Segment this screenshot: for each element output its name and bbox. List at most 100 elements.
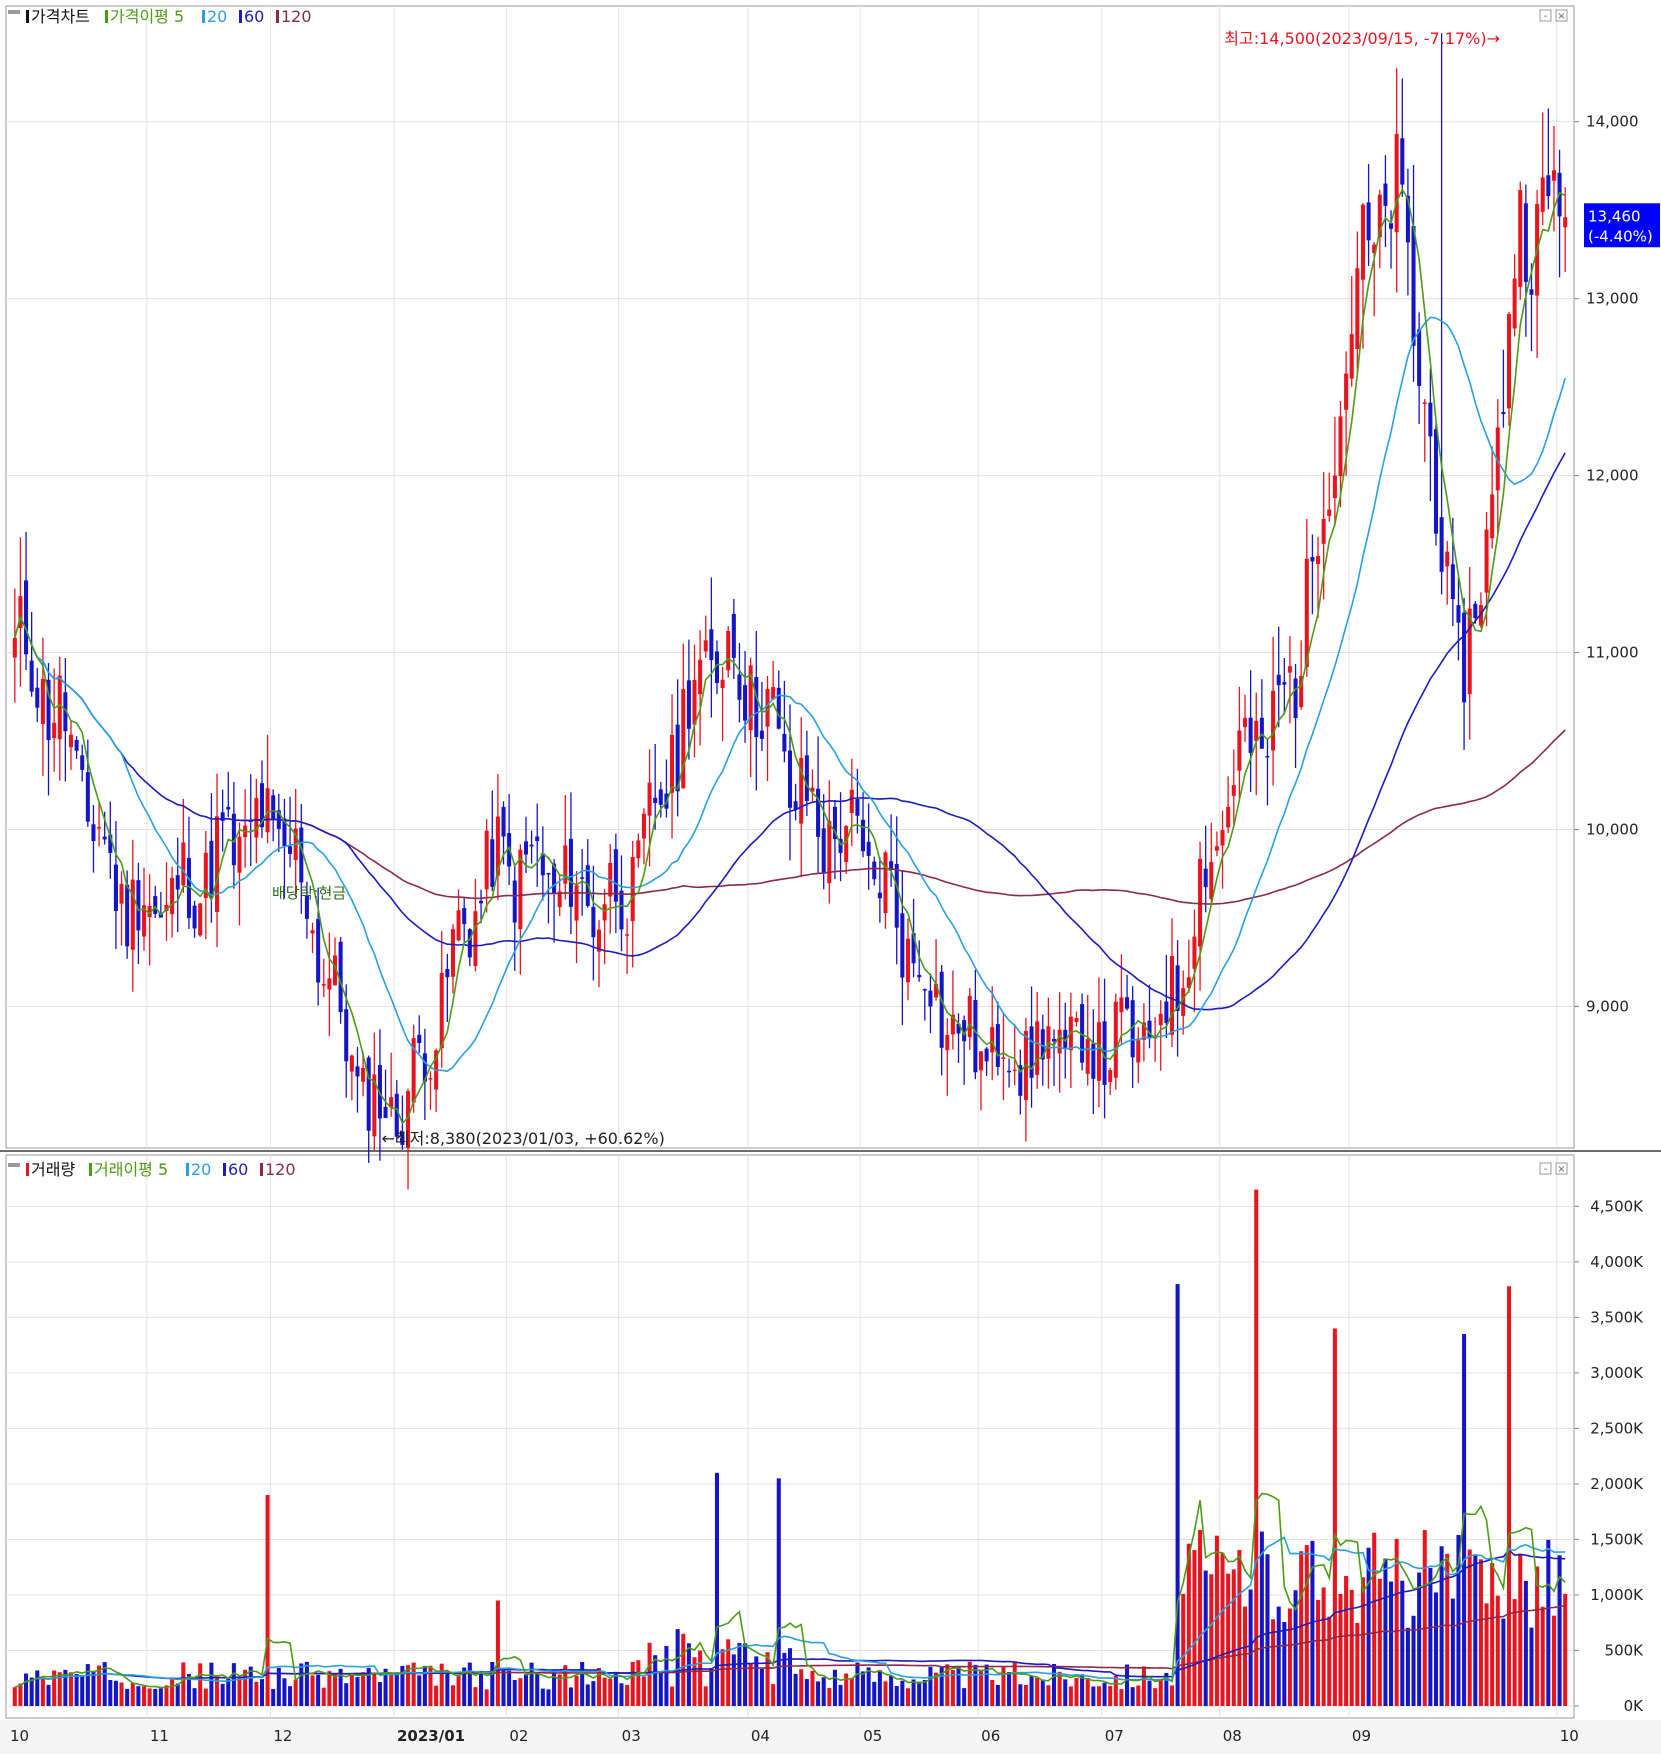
volume-bar xyxy=(1316,1599,1321,1706)
legend-marker xyxy=(276,10,279,23)
candle-body xyxy=(889,861,894,870)
candle-body xyxy=(540,853,545,876)
volume-bar xyxy=(422,1665,427,1706)
volume-bar xyxy=(1214,1535,1219,1706)
price-ma60-line xyxy=(30,452,1566,1011)
volume-bar xyxy=(1523,1580,1528,1706)
candle-body xyxy=(866,841,871,856)
candle-body xyxy=(625,934,630,936)
candle-body xyxy=(1096,1022,1101,1081)
legend-ma-period: 120 xyxy=(281,7,312,26)
candle-body xyxy=(153,896,158,914)
candle-body xyxy=(119,883,124,904)
volume-bar xyxy=(838,1684,843,1706)
candle-body xyxy=(737,674,742,700)
volume-axis-label: 2,000K xyxy=(1590,1475,1644,1493)
volume-bar xyxy=(74,1673,79,1706)
volume-bar xyxy=(254,1681,259,1706)
legend-ma-label: 가격이평 5 xyxy=(110,7,184,26)
candle-body xyxy=(552,863,557,894)
candle-body xyxy=(1091,1043,1096,1079)
volume-bar xyxy=(1147,1680,1152,1706)
candle-body xyxy=(900,913,905,978)
price-ma120-line xyxy=(239,729,1566,905)
candle-body xyxy=(310,930,315,934)
date-axis-label: 11 xyxy=(150,1727,169,1745)
volume-bar xyxy=(1551,1615,1556,1706)
candle-body xyxy=(1248,717,1253,753)
volume-bar xyxy=(293,1679,298,1706)
volume-bar xyxy=(962,1688,967,1706)
volume-bar xyxy=(1074,1677,1079,1706)
candle-body xyxy=(1074,1017,1079,1023)
candle-body xyxy=(787,750,793,808)
candle-body xyxy=(1158,1013,1163,1026)
price-axis-label: 12,000 xyxy=(1586,467,1639,485)
volume-bar xyxy=(1063,1679,1068,1706)
volume-bar xyxy=(641,1676,646,1706)
candle-body xyxy=(1563,217,1568,228)
candle-body xyxy=(1512,278,1517,329)
volume-bar xyxy=(57,1672,62,1706)
date-axis-label: 10 xyxy=(1560,1727,1579,1745)
volume-bar xyxy=(1506,1286,1512,1706)
candle-body xyxy=(1450,564,1455,600)
high-annotation: 최고:14,500(2023/09/15, -7.17%)→ xyxy=(1224,29,1500,48)
volume-bar xyxy=(1080,1674,1085,1706)
candle-body xyxy=(1108,1070,1113,1082)
current-price-label: 13,460 xyxy=(1588,207,1641,225)
volume-bar xyxy=(1046,1685,1051,1706)
price-ma5-line xyxy=(14,187,1566,1125)
volume-ma5-line xyxy=(14,1492,1566,1689)
candle-body xyxy=(1198,858,1203,947)
candle-body xyxy=(1433,429,1439,534)
volume-bar xyxy=(501,1670,506,1706)
volume-bar xyxy=(568,1687,573,1706)
volume-bar xyxy=(164,1685,169,1706)
candle-body xyxy=(776,687,781,729)
volume-bar xyxy=(355,1677,360,1706)
legend-marker xyxy=(26,1163,29,1176)
volume-bar xyxy=(1175,1284,1180,1706)
volume-bar xyxy=(1153,1688,1158,1706)
candle-body xyxy=(1265,755,1270,758)
candle-body xyxy=(1310,557,1315,562)
volume-bar xyxy=(1282,1622,1287,1706)
candle-body xyxy=(462,908,467,925)
volume-bar xyxy=(1394,1538,1399,1706)
candle-body xyxy=(1226,806,1231,828)
candle-body xyxy=(1462,612,1467,703)
volume-bar xyxy=(1327,1616,1332,1706)
volume-bar xyxy=(1085,1677,1090,1706)
volume-bar xyxy=(1563,1593,1568,1706)
candle-body xyxy=(12,637,17,658)
candle-body xyxy=(220,812,225,821)
candle-body xyxy=(1141,1022,1146,1040)
volume-bar xyxy=(158,1688,163,1706)
candle-body xyxy=(1445,551,1450,567)
volume-bar xyxy=(816,1681,821,1706)
volume-bar xyxy=(209,1662,214,1706)
candle-body xyxy=(1035,1021,1040,1075)
volume-bar xyxy=(1417,1572,1422,1706)
volume-bar xyxy=(473,1687,478,1706)
candle-body xyxy=(332,955,338,986)
volume-bar xyxy=(883,1681,888,1706)
candle-body xyxy=(911,933,916,964)
volume-bar xyxy=(52,1670,57,1706)
price-axis-label: 14,000 xyxy=(1586,113,1639,131)
candle-body xyxy=(288,846,293,854)
volume-bar xyxy=(1108,1685,1113,1706)
volume-bar xyxy=(653,1655,658,1706)
volume-axis-label: 3,500K xyxy=(1590,1308,1644,1326)
volume-bar xyxy=(518,1678,523,1706)
candle-body xyxy=(681,689,686,789)
candle-body xyxy=(1169,955,1175,1035)
candle-body xyxy=(316,919,321,983)
volume-bar xyxy=(956,1665,961,1706)
candle-body xyxy=(1181,988,1186,1016)
candle-body xyxy=(400,1131,405,1145)
date-axis-label: 09 xyxy=(1352,1727,1371,1745)
candle-body xyxy=(703,640,708,652)
